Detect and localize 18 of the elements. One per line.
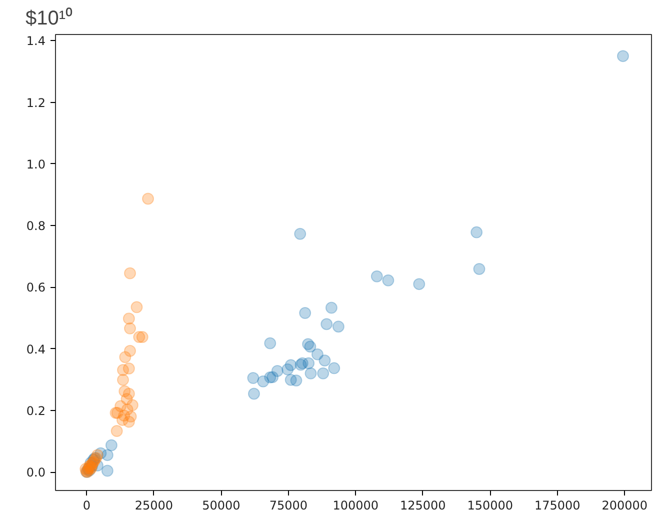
y-tick-label: 0.4 [26, 342, 46, 356]
y-tick-label: 0.8 [26, 219, 46, 234]
x-tick-label: 100000 [332, 498, 379, 512]
y-axis-title: $10¹⁰ [26, 6, 73, 30]
y-tick-label: 1.2 [26, 96, 46, 110]
y-tick-label: 0.6 [26, 280, 46, 295]
y-tick-label: 0.2 [26, 404, 46, 418]
y-tick-label: 1.4 [26, 34, 46, 48]
x-tick-label: 125000 [400, 498, 446, 512]
x-tick-label: 150000 [467, 498, 514, 512]
x-tick-label: 75000 [269, 498, 308, 512]
y-tick-label: 0.0 [26, 466, 46, 480]
x-tick-label: 50000 [202, 498, 240, 512]
x-tick-label: 0 [82, 498, 91, 512]
x-tick-label: 25000 [134, 498, 174, 512]
x-tick-label: 200000 [602, 498, 648, 512]
y-tick-label: 1.0 [26, 157, 46, 172]
x-tick-label: 175000 [534, 498, 580, 512]
